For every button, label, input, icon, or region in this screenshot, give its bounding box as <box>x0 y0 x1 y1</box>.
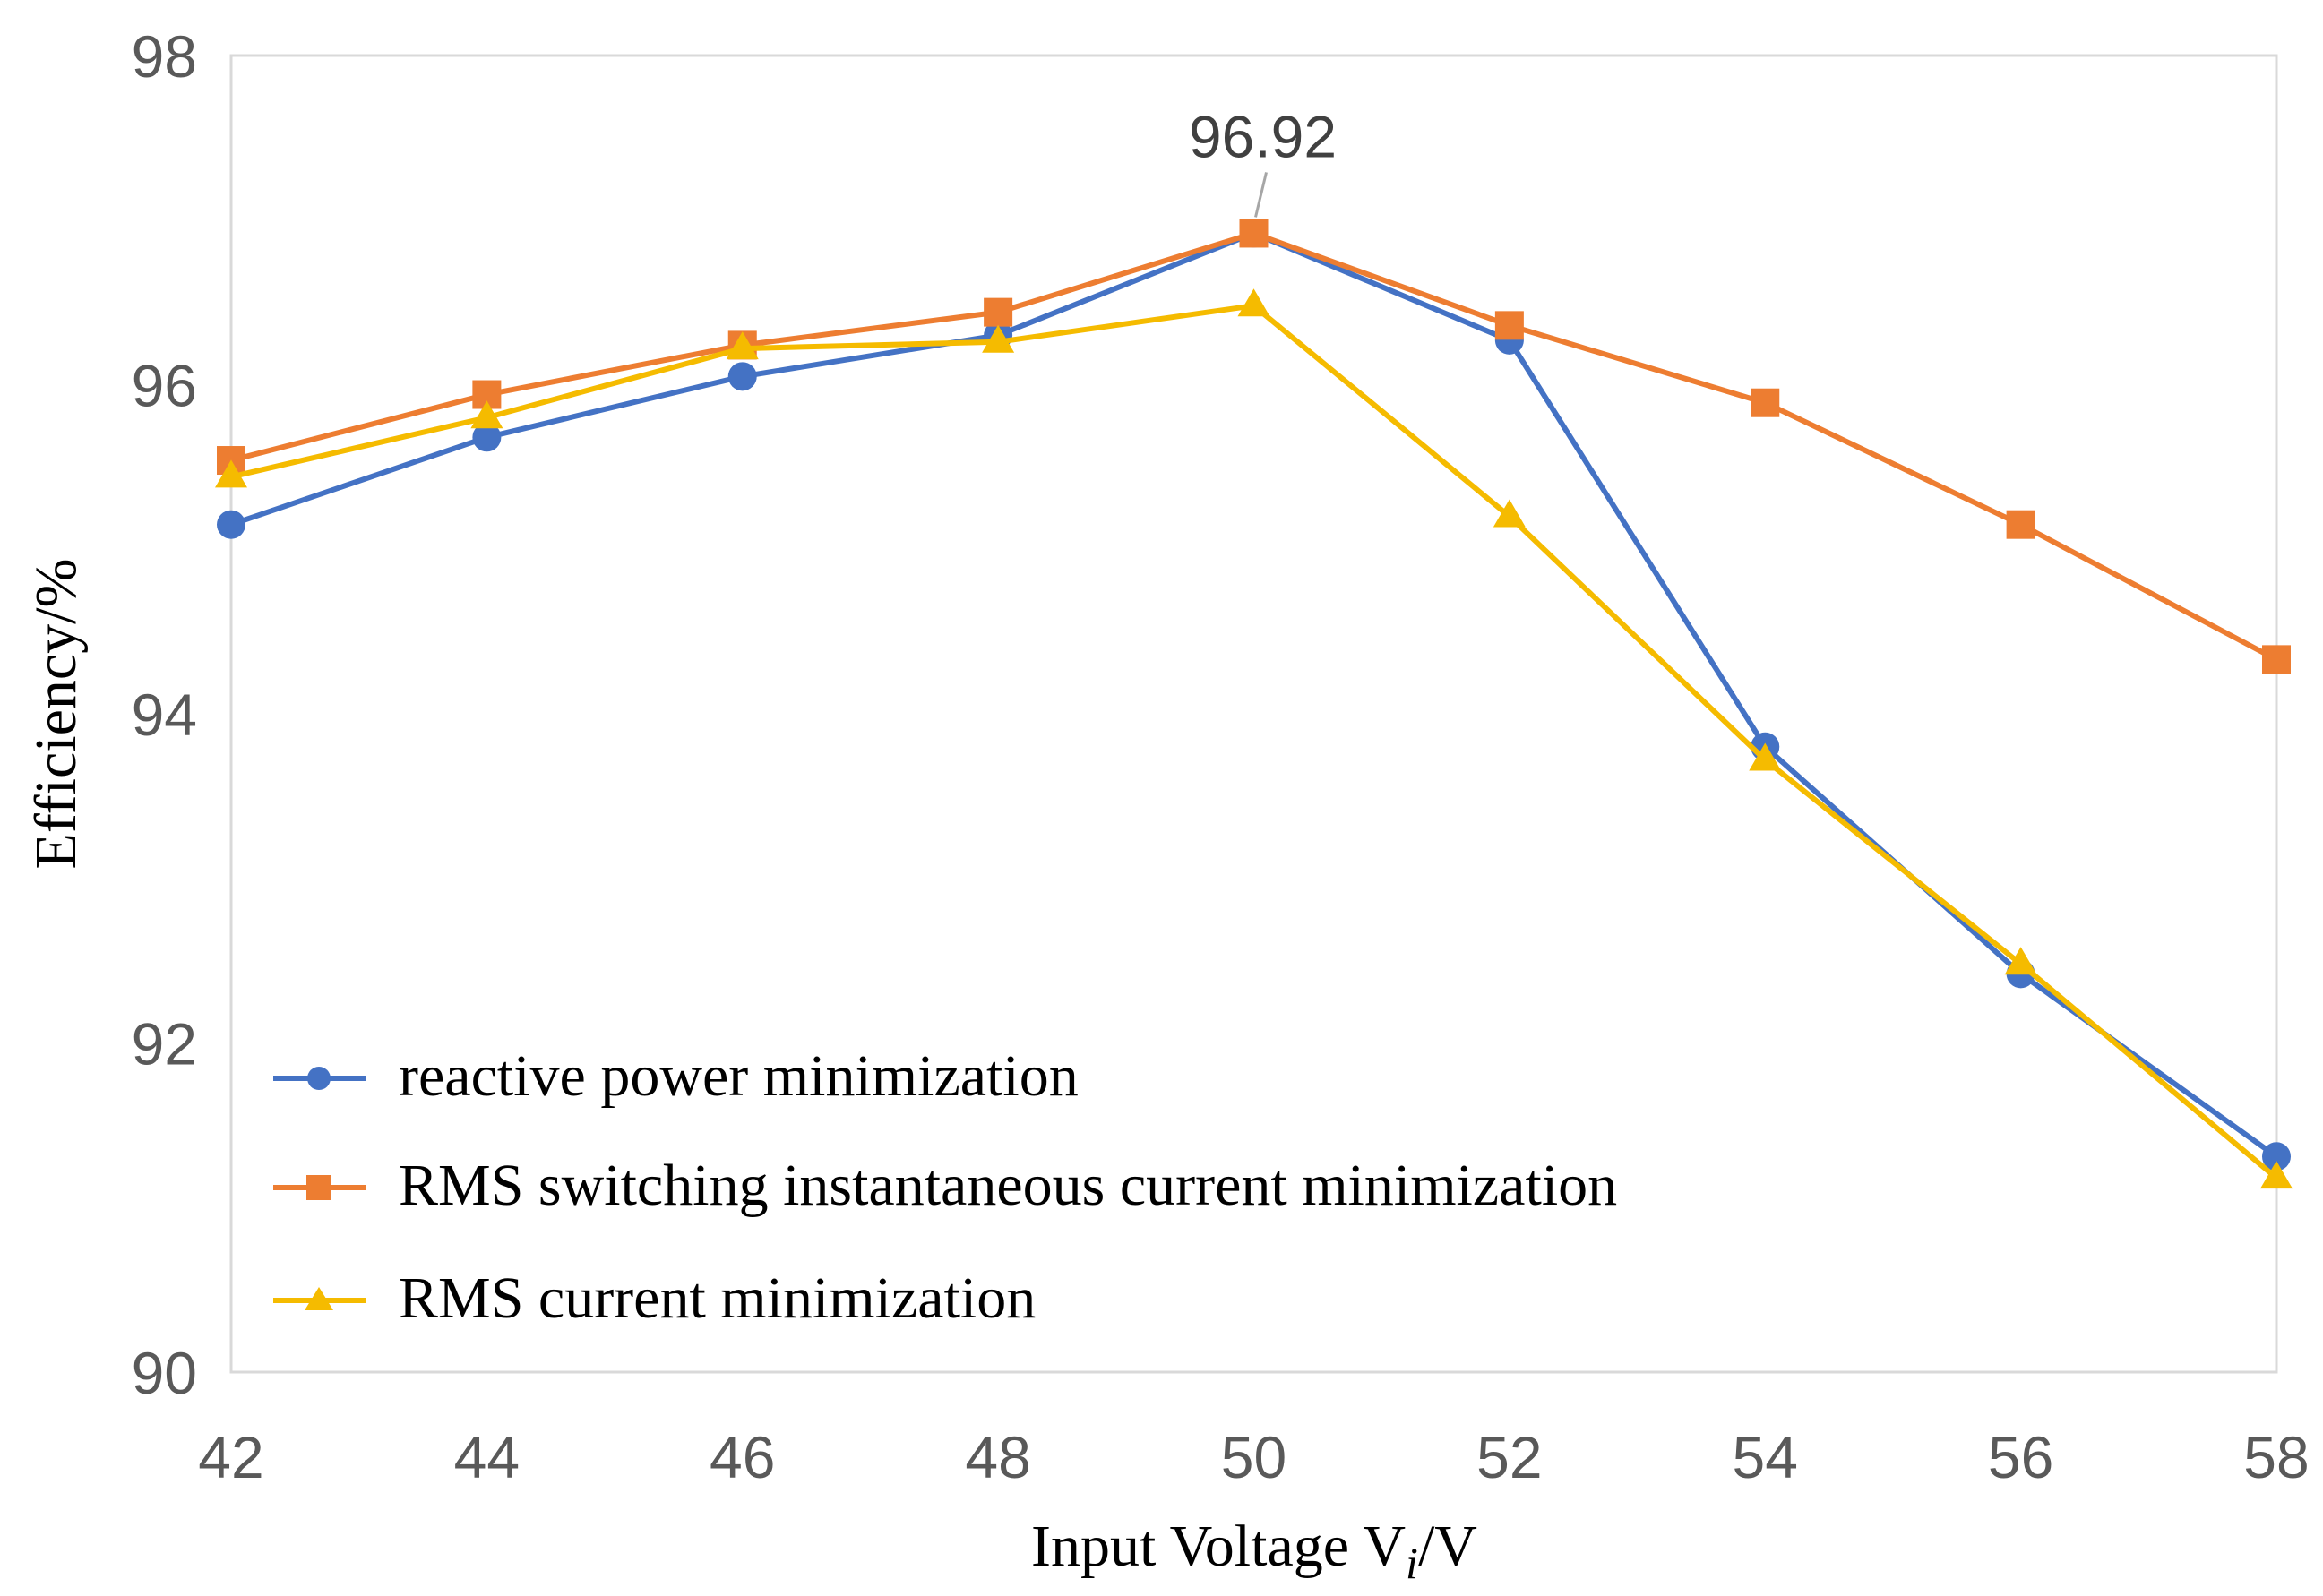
data-point <box>1749 742 1782 771</box>
legend-label-rms-switching: RMS switching instantaneous current mini… <box>399 1153 1617 1218</box>
plot-area-border <box>229 54 2278 1374</box>
data-point <box>984 297 1013 327</box>
x-axis-title: Input Voltage Vi/V <box>1031 1514 1477 1588</box>
y-tick-label: 96 <box>132 353 197 419</box>
x-tick-label: 46 <box>710 1424 775 1490</box>
series-1 <box>217 219 2291 1171</box>
x-tick-label: 44 <box>454 1424 520 1490</box>
data-point <box>2262 645 2291 674</box>
data-point <box>2006 510 2035 539</box>
legend-label-rms-current: RMS current minimization <box>399 1266 1036 1331</box>
y-tick-label: 92 <box>132 1011 197 1077</box>
legend-item-rms-current: RMS current minimization <box>273 1266 1036 1331</box>
y-axis-ticks: 90 92 94 96 98 <box>132 23 197 1406</box>
legend-label-reactive-power: reactive power minimization <box>399 1043 1079 1109</box>
y-tick-label: 98 <box>132 23 197 90</box>
x-axis-ticks: 42 44 46 48 50 52 54 56 58 <box>198 1424 2309 1490</box>
y-tick-label: 94 <box>132 682 197 748</box>
data-point <box>1494 311 1524 340</box>
x-tick-label: 54 <box>1733 1424 1798 1490</box>
y-tick-label: 90 <box>132 1340 197 1406</box>
data-point <box>982 324 1015 353</box>
data-point <box>726 331 759 360</box>
legend-marker-rms-switching <box>306 1175 331 1200</box>
x-axis-title-suffix: /V <box>1418 1514 1477 1579</box>
legend-marker-reactive-power <box>307 1067 331 1090</box>
series-3 <box>215 288 2293 1189</box>
x-tick-label: 48 <box>965 1424 1030 1490</box>
legend-item-reactive-power: reactive power minimization <box>273 1043 1079 1109</box>
data-point <box>727 362 757 391</box>
y-axis-title: Efficiency/% <box>23 559 89 870</box>
data-point <box>1239 219 1269 248</box>
x-tick-label: 58 <box>2243 1424 2309 1490</box>
data-point <box>1493 499 1526 528</box>
annotation-leader-line <box>1254 172 1268 218</box>
x-tick-label: 42 <box>198 1424 263 1490</box>
x-tick-label: 56 <box>1988 1424 2053 1490</box>
data-point <box>2004 947 2037 975</box>
legend-marker-rms-current <box>305 1287 333 1310</box>
series-layer <box>215 219 2293 1189</box>
data-point <box>472 423 502 452</box>
legend: reactive power minimization RMS switchin… <box>273 1043 1617 1331</box>
x-axis-title-subscript: i <box>1406 1538 1418 1588</box>
data-point <box>470 400 503 429</box>
series-2 <box>217 219 2291 674</box>
series-line <box>230 230 2278 1159</box>
x-axis-title-main: Input Voltage V <box>1031 1514 1406 1579</box>
data-point <box>2262 1142 2291 1171</box>
annotation-label: 96.92 <box>1189 103 1337 169</box>
x-tick-label: 50 <box>1221 1424 1286 1490</box>
x-tick-label: 52 <box>1476 1424 1542 1490</box>
data-point <box>2260 1161 2293 1189</box>
data-point <box>215 459 247 488</box>
data-point <box>1751 388 1780 417</box>
legend-item-rms-switching: RMS switching instantaneous current mini… <box>273 1153 1617 1218</box>
data-point <box>217 510 245 539</box>
annotation-layer: 96.92 <box>1189 103 1337 218</box>
data-point <box>1237 288 1270 317</box>
